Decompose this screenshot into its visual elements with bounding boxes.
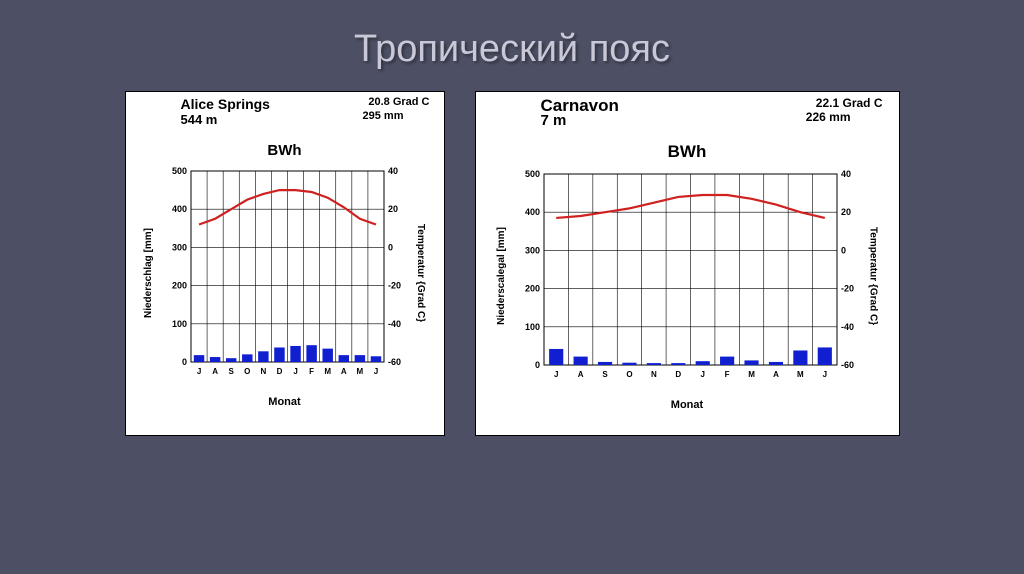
page-title: Тропический пояс: [0, 0, 1024, 71]
precip-bar: [817, 347, 831, 365]
svg-text:O: O: [244, 367, 250, 376]
precip-bar: [371, 356, 381, 362]
svg-text:-20: -20: [388, 281, 401, 291]
svg-text:A: A: [212, 367, 218, 376]
svg-text:-40: -40: [388, 319, 401, 329]
stat-mean-temp: 22.1 Grad C: [816, 96, 883, 110]
svg-text:D: D: [277, 367, 283, 376]
svg-text:N: N: [650, 370, 656, 379]
svg-text:100: 100: [172, 319, 187, 329]
precip-bar: [274, 347, 284, 362]
location-name: Alice Springs: [181, 96, 270, 112]
location-altitude: 544 m: [181, 112, 218, 127]
precip-bar: [744, 360, 758, 365]
stat-total-precip: 226 mm: [806, 110, 851, 124]
y-axis-right-label: Temperatur {Grad C}: [868, 226, 879, 324]
svg-text:20: 20: [388, 204, 398, 214]
svg-text:M: M: [324, 367, 331, 376]
chart-header: Carnavon 7 m 22.1 Grad C 226 mm: [476, 92, 899, 142]
precip-bar: [258, 351, 268, 362]
koppen-class: BWh: [126, 142, 444, 159]
svg-text:S: S: [229, 367, 235, 376]
svg-text:O: O: [626, 370, 632, 379]
koppen-class: BWh: [476, 142, 899, 162]
x-axis-label: Monat: [476, 399, 899, 411]
svg-text:400: 400: [172, 204, 187, 214]
chart-header: Alice Springs 544 m 20.8 Grad C 295 mm: [126, 92, 444, 142]
svg-text:A: A: [577, 370, 583, 379]
svg-text:200: 200: [172, 281, 187, 291]
svg-text:N: N: [260, 367, 266, 376]
svg-text:S: S: [602, 370, 608, 379]
svg-text:M: M: [357, 367, 364, 376]
svg-text:500: 500: [172, 166, 187, 176]
svg-text:0: 0: [182, 357, 187, 367]
precip-bar: [226, 358, 236, 362]
svg-text:40: 40: [841, 169, 851, 179]
precip-bar: [573, 357, 587, 365]
y-axis-right-label: Temperatur {Grad C}: [415, 223, 426, 321]
climate-svg: 0 100 200 300 400 500 -60 -40 -20 0 20 40 J A S O N D J F M A…: [510, 168, 865, 383]
precip-bar: [210, 357, 220, 362]
svg-text:300: 300: [172, 242, 187, 252]
svg-text:J: J: [293, 367, 297, 376]
precip-bar: [322, 349, 332, 362]
precip-bar: [355, 355, 365, 362]
chart-alice-springs: Alice Springs 544 m 20.8 Grad C 295 mm B…: [125, 91, 445, 436]
svg-text:0: 0: [388, 242, 393, 252]
precip-bar: [720, 357, 734, 365]
svg-text:J: J: [553, 370, 557, 379]
precip-bar: [793, 350, 807, 365]
svg-text:J: J: [700, 370, 704, 379]
svg-text:20: 20: [841, 207, 851, 217]
svg-text:-60: -60: [388, 357, 401, 367]
precip-bar: [194, 355, 204, 362]
precip-bar: [768, 362, 782, 365]
svg-text:0: 0: [841, 245, 846, 255]
precip-bar: [549, 349, 563, 365]
svg-text:-40: -40: [841, 322, 854, 332]
svg-text:400: 400: [524, 207, 539, 217]
stat-total-precip: 295 mm: [363, 110, 404, 122]
y-axis-left-label: Niederscalegal [mm]: [496, 227, 507, 325]
y-axis-left-label: Niederschlag [mm]: [143, 227, 154, 317]
svg-text:J: J: [197, 367, 201, 376]
charts-container: Alice Springs 544 m 20.8 Grad C 295 mm B…: [0, 91, 1024, 436]
precip-bar: [597, 362, 611, 365]
svg-text:40: 40: [388, 166, 398, 176]
precip-bar: [290, 346, 300, 362]
svg-text:300: 300: [524, 245, 539, 255]
x-axis-label: Monat: [126, 396, 444, 408]
svg-text:100: 100: [524, 322, 539, 332]
svg-text:0: 0: [534, 360, 539, 370]
svg-text:A: A: [773, 370, 779, 379]
precip-bar: [622, 363, 636, 365]
svg-text:M: M: [748, 370, 755, 379]
svg-text:-20: -20: [841, 284, 854, 294]
plot-area: 0 100 200 300 400 500 -60 -40 -20 0 20 40 J A S O N D J F M A…: [510, 168, 865, 383]
svg-text:M: M: [797, 370, 804, 379]
svg-text:D: D: [675, 370, 681, 379]
plot-area: 0 100 200 300 400 500 -60 -40 -20 0 20 40 J A SO N D J F M A…: [157, 165, 412, 380]
svg-text:A: A: [341, 367, 347, 376]
svg-text:500: 500: [524, 169, 539, 179]
svg-text:J: J: [374, 367, 378, 376]
chart-carnavon: Carnavon 7 m 22.1 Grad C 226 mm BWh 0 100…: [475, 91, 900, 436]
precip-bar: [695, 361, 709, 365]
location-altitude: 7 m: [541, 112, 567, 129]
precip-bar: [646, 363, 660, 365]
precip-bar: [339, 355, 349, 362]
svg-text:-60: -60: [841, 360, 854, 370]
svg-text:F: F: [309, 367, 314, 376]
precip-bar: [671, 363, 685, 365]
precip-bar: [242, 354, 252, 362]
svg-text:200: 200: [524, 284, 539, 294]
svg-text:J: J: [822, 370, 826, 379]
climate-svg: 0 100 200 300 400 500 -60 -40 -20 0 20 40 J A SO N D J F M A…: [157, 165, 412, 380]
stat-mean-temp: 20.8 Grad C: [368, 96, 429, 108]
precip-bar: [306, 345, 316, 362]
svg-text:F: F: [724, 370, 729, 379]
